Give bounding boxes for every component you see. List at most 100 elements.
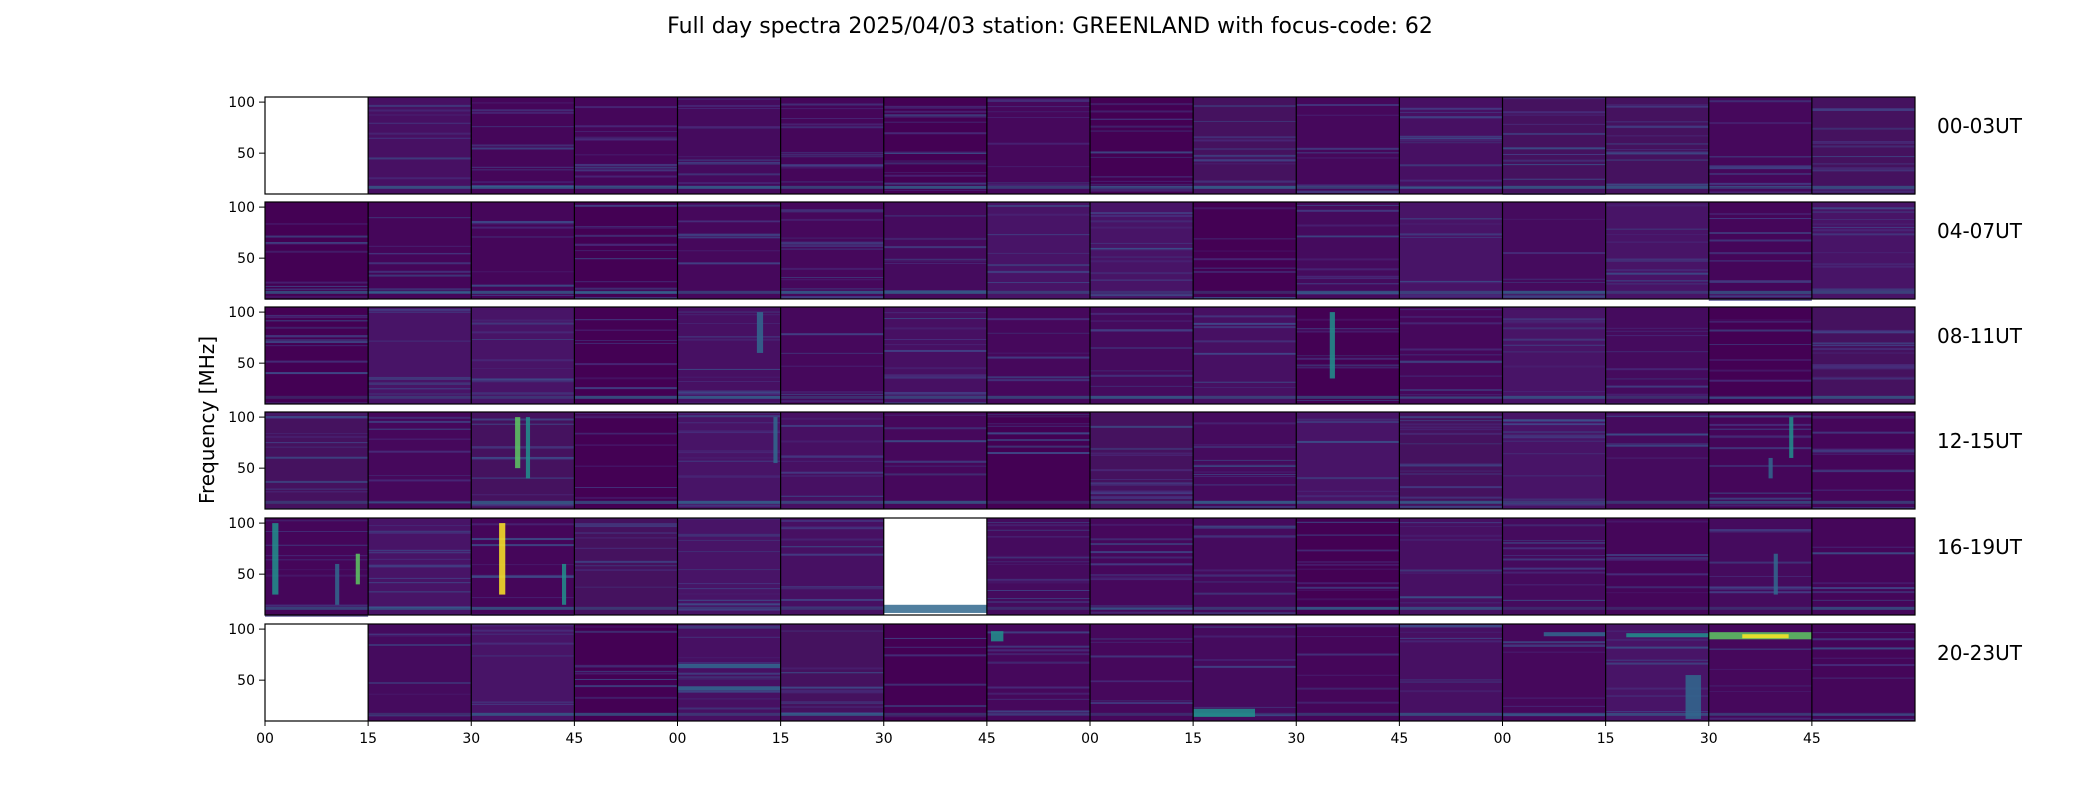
rfi-band xyxy=(1502,435,1606,438)
rfi-band xyxy=(780,702,884,704)
rfi-band xyxy=(1399,137,1503,140)
spectrum-panel xyxy=(1708,307,1812,404)
rfi-band xyxy=(677,182,781,185)
rfi-band xyxy=(368,530,472,533)
rfi-band xyxy=(1811,288,1915,291)
rfi-band xyxy=(471,456,575,459)
rfi-band xyxy=(1090,220,1194,223)
low-frequency-band xyxy=(1399,395,1503,399)
rfi-band xyxy=(1193,250,1297,252)
rfi-band xyxy=(986,649,1090,652)
rfi-band xyxy=(1708,497,1812,500)
rfi-band xyxy=(1296,184,1400,187)
rfi-band xyxy=(1296,157,1400,159)
spectrum-panel xyxy=(780,624,884,721)
rfi-band xyxy=(471,109,575,112)
rfi-band xyxy=(677,322,781,324)
spectrum-panel xyxy=(265,412,369,510)
rfi-band xyxy=(1090,523,1194,526)
spectrum-panel xyxy=(1296,412,1400,509)
radio-burst xyxy=(499,523,506,595)
rfi-band xyxy=(677,518,781,520)
rfi-band xyxy=(780,440,884,443)
rfi-band xyxy=(780,237,884,239)
low-frequency-band xyxy=(1502,395,1606,399)
rfi-band xyxy=(1605,520,1709,523)
rfi-band xyxy=(1399,569,1503,572)
rfi-band xyxy=(780,126,884,129)
rfi-band xyxy=(780,267,884,270)
rfi-band xyxy=(986,661,1090,663)
rfi-band xyxy=(780,475,884,477)
rfi-band xyxy=(883,394,987,396)
rfi-band xyxy=(780,108,884,110)
rfi-band xyxy=(265,604,369,607)
rfi-band xyxy=(677,401,781,404)
low-frequency-band xyxy=(1502,606,1606,610)
rfi-band xyxy=(883,414,987,416)
rfi-band xyxy=(677,338,781,341)
rfi-band xyxy=(1605,159,1709,161)
low-frequency-band xyxy=(574,500,678,504)
spectrum-panel xyxy=(1399,412,1503,509)
panel-background xyxy=(1193,307,1297,404)
panel-background xyxy=(986,97,1090,194)
low-frequency-band xyxy=(1502,185,1606,189)
rfi-band xyxy=(1296,636,1400,638)
rfi-band xyxy=(780,393,884,395)
rfi-band xyxy=(1811,211,1915,213)
rfi-band xyxy=(1811,263,1915,266)
rfi-band xyxy=(1296,674,1400,676)
spectrum-panel xyxy=(368,307,472,404)
rfi-band xyxy=(677,657,781,659)
rfi-band xyxy=(1193,120,1297,122)
rfi-band xyxy=(1399,443,1503,445)
rfi-band xyxy=(883,637,987,639)
rfi-band xyxy=(1399,429,1503,431)
rfi-band xyxy=(471,222,575,225)
rfi-band xyxy=(1399,218,1503,220)
low-frequency-band xyxy=(1811,606,1915,610)
rfi-band xyxy=(1193,459,1297,461)
low-frequency-band xyxy=(368,712,472,716)
low-frequency-band xyxy=(574,290,678,294)
rfi-band xyxy=(471,392,575,395)
rfi-band xyxy=(780,689,884,692)
rfi-band xyxy=(677,626,781,629)
low-frequency-band xyxy=(1193,395,1297,399)
rfi-band xyxy=(986,536,1090,538)
rfi-band xyxy=(677,504,781,507)
rfi-band xyxy=(471,704,575,706)
rfi-band xyxy=(780,587,884,590)
rfi-band xyxy=(1193,484,1297,486)
spectrum-panel xyxy=(1811,518,1915,615)
rfi-band xyxy=(368,635,472,637)
low-frequency-band xyxy=(574,606,678,610)
rfi-band xyxy=(883,460,987,463)
rfi-band xyxy=(574,175,678,178)
x-tick-label: 45 xyxy=(1390,731,1408,747)
rfi-band xyxy=(368,552,472,554)
rfi-band xyxy=(265,442,369,444)
low-frequency-band xyxy=(1811,290,1915,294)
rfi-band xyxy=(1090,103,1194,106)
rfi-band xyxy=(1296,258,1400,261)
panel-background xyxy=(1605,518,1709,615)
rfi-band xyxy=(471,226,575,229)
rfi-band xyxy=(574,377,678,380)
rfi-band xyxy=(1811,632,1915,634)
row-frame xyxy=(264,96,1916,195)
rfi-band xyxy=(1399,470,1503,472)
panel-background xyxy=(677,307,781,404)
rfi-band xyxy=(986,439,1090,442)
rfi-band xyxy=(471,423,575,425)
rfi-band xyxy=(1193,658,1297,661)
low-frequency-band xyxy=(1811,185,1915,189)
rfi-band xyxy=(986,710,1090,713)
rfi-band xyxy=(986,356,1090,359)
rfi-band xyxy=(883,107,987,109)
rfi-band xyxy=(1090,447,1194,450)
rfi-band xyxy=(265,413,369,415)
rfi-band xyxy=(574,565,678,567)
rfi-band xyxy=(471,111,575,114)
